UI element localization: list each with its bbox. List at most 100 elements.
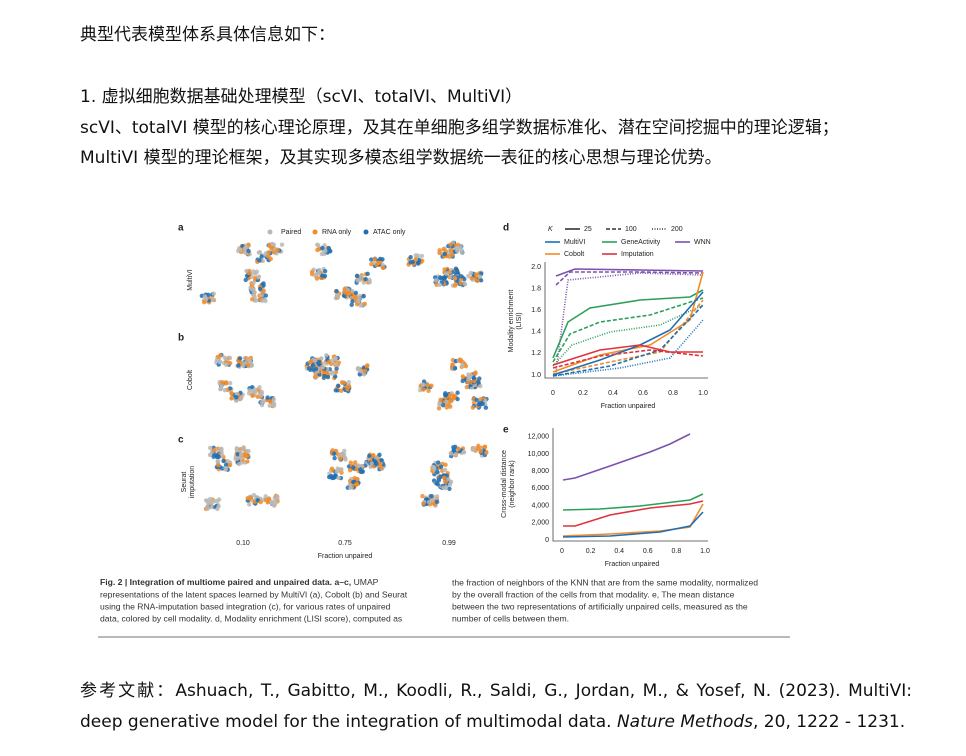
umap-dot: [316, 359, 322, 365]
figure-text: MultiVI: [187, 269, 194, 290]
figure-text: 0.8: [668, 390, 678, 397]
umap-dot: [334, 366, 339, 371]
figure-text: 6,000: [531, 485, 549, 492]
lines-e: [562, 433, 704, 538]
umap-dot: [450, 362, 455, 367]
umap-dot: [438, 474, 444, 479]
umap-dot: [458, 244, 463, 250]
figure-text: 8,000: [531, 468, 549, 475]
umap-dot: [353, 482, 359, 487]
umap-dot: [454, 246, 460, 251]
umap-dot: [377, 452, 382, 458]
umap-dot: [325, 374, 331, 380]
umap-dot: [266, 250, 271, 255]
figure-text: 0: [545, 537, 549, 544]
umap-dot: [210, 500, 215, 505]
umap-dot: [271, 403, 277, 408]
umap-dot: [436, 406, 442, 411]
umap-dot: [263, 494, 268, 499]
figure-text: by the overall fraction of the cells fro…: [452, 589, 735, 599]
umap-dot: [447, 482, 453, 487]
umap-dot: [235, 452, 241, 457]
figure-text: Seurat: [181, 472, 188, 493]
caption-bold: Fig. 2 | Integration of multiome paired …: [100, 577, 351, 587]
umap-dot: [206, 292, 211, 297]
umap-dot: [336, 383, 341, 389]
umap-dot: [210, 297, 216, 302]
umap-dot: [369, 461, 374, 466]
umap-dot: [459, 250, 465, 255]
umap-dot: [452, 394, 457, 399]
legend-dot: [312, 229, 318, 235]
umap-dot: [275, 494, 280, 499]
umap-dot: [339, 470, 344, 475]
umap-dot: [315, 242, 320, 247]
umap-dot: [463, 363, 469, 369]
figure-text: 0.2: [586, 548, 596, 555]
umap-dot: [246, 448, 251, 454]
umap-dot: [429, 493, 434, 499]
section-line: scVI、totalVI 模型的核心理论原理，及其在单细胞多组学数据标准化、潜在…: [80, 118, 839, 138]
umap-dot: [222, 387, 228, 393]
umap-dot: [440, 403, 446, 408]
umap-dot: [207, 452, 213, 458]
umap-dot: [342, 448, 347, 454]
umap-dot: [441, 485, 446, 490]
umap-dot: [416, 261, 421, 266]
umap-dot: [421, 382, 426, 388]
umap-dot: [234, 395, 239, 400]
umap-dot: [261, 288, 266, 293]
umap-dot: [438, 397, 443, 403]
umap-dot: [421, 501, 426, 506]
umap-dot: [442, 392, 448, 398]
figure-text: 1.0: [698, 390, 708, 397]
umap-dot: [216, 463, 221, 468]
umap-dot: [257, 258, 262, 263]
umap-dot: [248, 495, 254, 501]
umap-dot: [215, 506, 220, 512]
umap-dot: [258, 296, 263, 302]
figure-text: Cross-modal distance: [501, 450, 508, 518]
umap-dot: [462, 282, 468, 287]
figure-text: 1.0: [700, 548, 710, 555]
figure-text: c: [178, 435, 184, 446]
umap-dot: [257, 286, 263, 292]
umap-dot: [471, 400, 477, 406]
figure-text: Fraction unpaired: [605, 561, 660, 568]
umap-dot: [342, 287, 347, 292]
umap-dot: [478, 384, 483, 389]
umap-dot: [246, 270, 252, 276]
umap-dot: [475, 278, 480, 284]
umap-dot: [476, 402, 481, 407]
umap-dot: [223, 362, 229, 367]
umap-dot: [236, 363, 241, 368]
figure-text: 1.6: [531, 307, 541, 314]
umap-dot: [459, 274, 464, 279]
umap-dot: [229, 396, 234, 401]
umap-dot: [330, 370, 335, 375]
figure-text: 10,000: [528, 451, 550, 458]
figure-text: 0.10: [236, 540, 250, 547]
umap-dot: [251, 269, 256, 274]
figure-text: 0: [551, 390, 555, 397]
figure-text: 0.99: [442, 540, 456, 547]
figure-text: using the RNA-imputation based integrati…: [100, 601, 391, 611]
section-heading: 1. 虚拟细胞数据基础处理模型（scVI、totalVI、MultiVI）: [80, 87, 523, 107]
figure-text: Cobolt: [564, 251, 584, 258]
umap-dot: [322, 373, 327, 379]
umap-dot: [247, 502, 252, 507]
umap-dot: [470, 405, 476, 410]
umap-dot: [452, 276, 458, 281]
umap-dot: [362, 301, 368, 307]
umap-dot: [374, 461, 379, 467]
umap-dot: [237, 247, 243, 252]
umap-dot: [211, 448, 217, 453]
figure-text: 2,000: [531, 520, 549, 527]
caption-text: UMAP: [354, 577, 379, 587]
umap-grid: [199, 240, 489, 512]
umap-dot: [245, 496, 250, 501]
umap-dot: [426, 388, 431, 394]
umap-dot: [448, 242, 453, 247]
umap-dot: [323, 248, 328, 254]
umap-dot: [220, 380, 225, 385]
